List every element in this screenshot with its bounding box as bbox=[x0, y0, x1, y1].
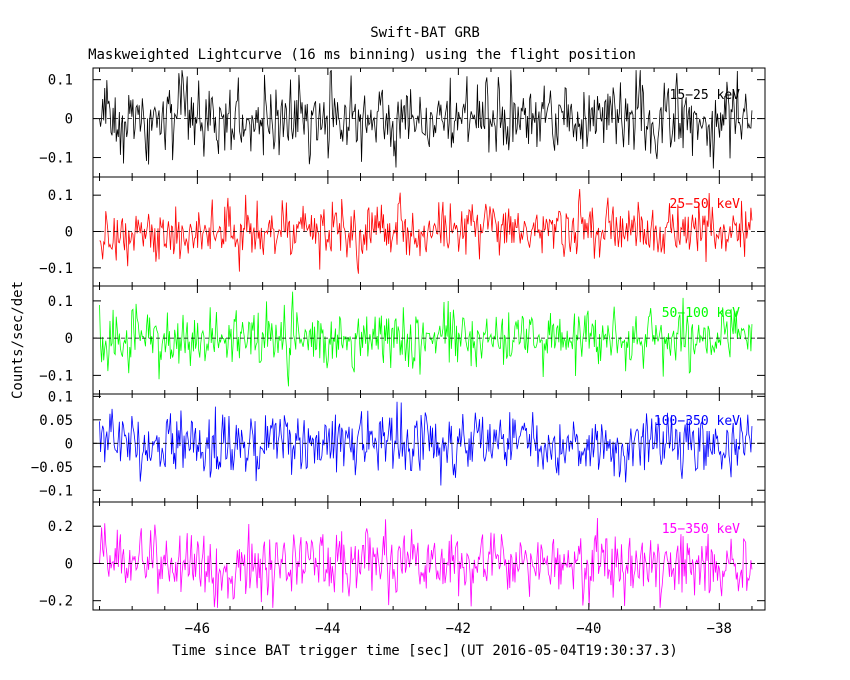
y-tick-label: −0.1 bbox=[39, 483, 73, 499]
y-tick-label: 0.1 bbox=[48, 294, 73, 310]
y-tick-label: 0 bbox=[65, 225, 73, 241]
y-tick-label: 0.1 bbox=[48, 188, 73, 204]
series-line-2 bbox=[99, 189, 753, 274]
y-tick-label: −0.1 bbox=[39, 261, 73, 277]
y-tick-label: 0.1 bbox=[48, 73, 73, 89]
panel-2: −0.1 0 0.1 25−50 keV bbox=[39, 176, 766, 287]
band-label-1: 15−25 keV bbox=[670, 88, 741, 103]
series-line-4 bbox=[99, 401, 753, 486]
x-tick-label: −42 bbox=[446, 621, 471, 637]
y-tick-label: −0.05 bbox=[31, 460, 73, 476]
panel-4: −0.1 −0.05 0 0.05 0.1 100−350 keV bbox=[31, 389, 766, 503]
x-tick-label: −40 bbox=[576, 621, 601, 637]
x-tick-label: −46 bbox=[185, 621, 210, 637]
x-axis-ticks: −46 −44 −42 −40 −38 bbox=[185, 621, 732, 637]
y-tick-label: 0 bbox=[65, 112, 73, 128]
y-tick-label: −0.1 bbox=[39, 368, 73, 384]
series-line-5 bbox=[99, 517, 753, 608]
chart-title: Swift-BAT GRB bbox=[370, 25, 480, 41]
chart-subtitle: Maskweighted Lightcurve (16 ms binning) … bbox=[88, 47, 636, 63]
band-label-3: 50−100 keV bbox=[662, 306, 740, 321]
panels-group: −0.1 0 0.1 15−25 keV −0.1 0 0.1 25−50 keV −0.1 0 0… bbox=[31, 67, 766, 611]
y-tick-label: 0.05 bbox=[39, 413, 73, 429]
y-tick-label: −0.1 bbox=[39, 151, 73, 167]
band-label-5: 15−350 keV bbox=[662, 522, 740, 537]
panel-1: −0.1 0 0.1 15−25 keV bbox=[39, 67, 766, 178]
x-tick-label: −38 bbox=[707, 621, 732, 637]
series-line-1 bbox=[99, 69, 753, 169]
panel-5: −0.2 0 0.2 15−350 keV bbox=[39, 501, 766, 611]
y-tick-label: 0 bbox=[65, 331, 73, 347]
band-label-2: 25−50 keV bbox=[670, 197, 741, 212]
y-tick-label: 0.1 bbox=[48, 389, 73, 405]
x-axis-label: Time since BAT trigger time [sec] (UT 20… bbox=[172, 643, 678, 659]
y-tick-label: −0.2 bbox=[39, 594, 73, 610]
series-line-3 bbox=[99, 291, 753, 387]
x-tick-label: −44 bbox=[315, 621, 340, 637]
y-tick-label: 0 bbox=[65, 436, 73, 452]
panel-frame-5 bbox=[92, 501, 766, 611]
y-axis-label: Counts/sec/det bbox=[10, 281, 26, 399]
y-tick-label: 0 bbox=[65, 556, 73, 572]
panel-3: −0.1 0 0.1 50−100 keV bbox=[39, 285, 766, 395]
y-tick-label: 0.2 bbox=[48, 519, 73, 535]
band-label-4: 100−350 keV bbox=[654, 414, 740, 429]
